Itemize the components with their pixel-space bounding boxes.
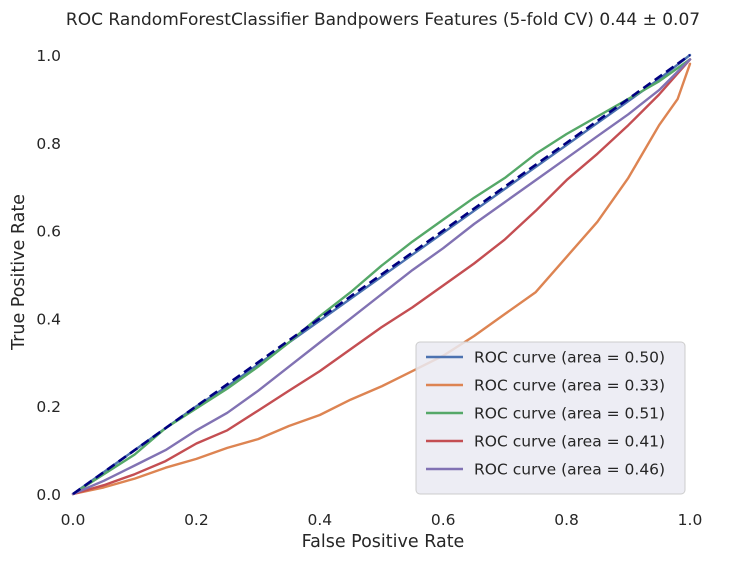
x-tick-label: 0.2 [184, 511, 209, 529]
legend-box [415, 341, 686, 495]
y-axis-label: True Positive Rate [9, 194, 29, 351]
legend-label: ROC curve (area = 0.46) [474, 461, 665, 479]
legend-label: ROC curve (area = 0.33) [474, 377, 665, 395]
roc-series-line-3 [71, 58, 692, 496]
y-tick-label: 1.0 [36, 47, 61, 65]
y-tick-label: 0.2 [36, 398, 61, 416]
roc-series-line-2 [71, 62, 692, 496]
y-tick-label: 0.0 [36, 486, 61, 504]
chart-title: ROC RandomForestClassifier Bandpowers Fe… [66, 10, 700, 30]
legend-label: ROC curve (area = 0.51) [474, 405, 665, 423]
legend-label: ROC curve (area = 0.50) [474, 349, 665, 367]
y-tick-label: 0.8 [36, 135, 61, 153]
legend-label: ROC curve (area = 0.41) [474, 433, 665, 451]
y-tick-label: 0.6 [36, 223, 61, 241]
series-layer [71, 53, 692, 496]
x-tick-label: 0.4 [307, 511, 332, 529]
x-axis-label: False Positive Rate [302, 532, 465, 552]
roc-series-line-5 [71, 58, 692, 496]
x-tick-label: 0.6 [431, 511, 456, 529]
x-tick-label: 0.0 [61, 511, 86, 529]
x-tick-label: 0.8 [554, 511, 579, 529]
legend: ROC curve (area = 0.50) ROC curve (area =… [415, 341, 686, 495]
x-tick-label: 1.0 [678, 511, 703, 529]
y-tick-label: 0.4 [36, 310, 61, 328]
roc-series-line-4 [71, 58, 692, 496]
x-axis: 0.0 0.2 0.4 0.6 0.8 1.0 [61, 511, 703, 529]
chance-reference-line [72, 53, 691, 496]
y-axis: 0.0 0.2 0.4 0.6 0.8 1.0 [36, 47, 61, 504]
